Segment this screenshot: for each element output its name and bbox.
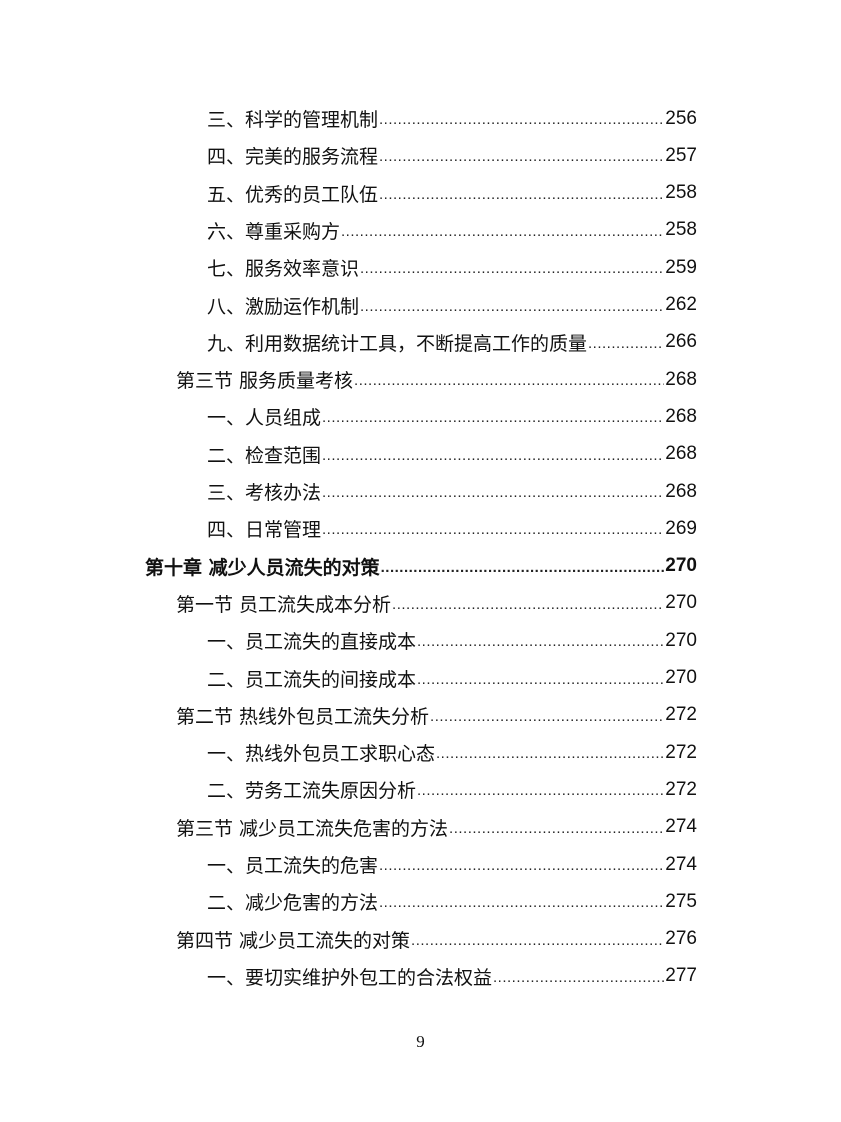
- toc-title: 五、优秀的员工队伍: [207, 183, 379, 206]
- dot-leader: [588, 335, 664, 361]
- toc-title: 二、检查范围: [207, 444, 322, 467]
- toc-title: 七、服务效率意识: [207, 258, 360, 281]
- toc-item[interactable]: 四、完美的服务流程 257: [207, 137, 697, 174]
- toc-title: 二、员工流失的间接成本: [207, 668, 417, 691]
- dot-leader: [392, 596, 664, 622]
- toc-item[interactable]: 三、考核办法 268: [207, 473, 697, 510]
- dot-leader: [379, 148, 664, 174]
- toc-page: 277: [665, 965, 697, 987]
- dot-leader: [417, 671, 664, 697]
- dot-leader: [449, 820, 664, 846]
- dot-leader: [341, 223, 664, 249]
- toc-title: 一、人员组成: [207, 407, 322, 430]
- toc-title: 第三节 服务质量考核: [176, 370, 354, 393]
- toc-title: 一、员工流失的危害: [207, 855, 379, 877]
- toc-section[interactable]: 第三节 服务质量考核 268: [176, 361, 697, 398]
- dot-leader: [381, 559, 665, 585]
- toc-page: 272: [665, 704, 697, 726]
- toc-item[interactable]: 五、优秀的员工队伍 258: [207, 175, 697, 212]
- toc-title: 第十章 减少人员流失的对策: [145, 556, 380, 579]
- toc-page: 274: [665, 853, 697, 875]
- toc-item[interactable]: 二、减少危害的方法 275: [207, 883, 697, 920]
- page-number: 9: [416, 1032, 425, 1051]
- toc-title: 二、劳务工流失原因分析: [207, 780, 417, 803]
- toc-section[interactable]: 第二节 热线外包员工流失分析 272: [176, 697, 697, 734]
- toc-item[interactable]: 三、科学的管理机制 256: [207, 100, 697, 137]
- dot-leader: [493, 969, 664, 995]
- toc-item[interactable]: 四、日常管理 269: [207, 510, 697, 547]
- dot-leader: [322, 521, 664, 547]
- toc-title: 第一节 员工流失成本分析: [176, 593, 392, 616]
- toc-title: 四、完美的服务流程: [207, 146, 379, 169]
- toc-section[interactable]: 第三节 减少员工流失危害的方法 274: [176, 809, 697, 846]
- toc-page: 269: [665, 517, 697, 539]
- toc-page: 268: [665, 368, 697, 390]
- toc-page: 257: [665, 144, 697, 166]
- toc-item[interactable]: 二、员工流失的间接成本 270: [207, 660, 697, 697]
- toc-page: 268: [665, 405, 697, 427]
- toc-page: 258: [665, 219, 697, 241]
- dot-leader: [354, 372, 664, 398]
- toc-item[interactable]: 一、员工流失的危害 274: [207, 846, 697, 883]
- toc-title: 第三节 减少员工流失危害的方法: [176, 817, 449, 840]
- dot-leader: [322, 484, 664, 510]
- toc-page: 270: [665, 667, 697, 688]
- dot-leader: [360, 298, 664, 324]
- toc-page: 259: [665, 256, 697, 278]
- toc-page: 268: [665, 443, 697, 465]
- toc-page: 270: [665, 629, 697, 651]
- toc-title: 三、科学的管理机制: [207, 109, 379, 131]
- toc-item[interactable]: 二、劳务工流失原因分析 272: [207, 771, 697, 808]
- toc-page: 258: [665, 182, 697, 204]
- toc-section[interactable]: 第四节 减少员工流失的对策 276: [176, 921, 697, 958]
- toc-page: 268: [665, 480, 697, 502]
- toc-title: 第四节 减少员工流失的对策: [176, 929, 411, 952]
- dot-leader: [322, 409, 664, 435]
- dot-leader: [411, 932, 664, 958]
- dot-leader: [360, 260, 664, 286]
- toc-item[interactable]: 八、激励运作机制 262: [207, 287, 697, 324]
- toc-item[interactable]: 六、尊重采购方 258: [207, 212, 697, 249]
- toc-item[interactable]: 二、检查范围 268: [207, 436, 697, 473]
- toc-title: 九、利用数据统计工具，不断提高工作的质量: [207, 332, 588, 355]
- dot-leader: [417, 782, 664, 808]
- toc-page: 262: [665, 294, 697, 315]
- toc-title: 三、考核办法: [207, 482, 322, 504]
- toc-page: 276: [665, 928, 697, 950]
- toc-item[interactable]: 一、人员组成 268: [207, 398, 697, 435]
- dot-leader: [436, 745, 664, 771]
- toc-title: 一、员工流失的直接成本: [207, 631, 417, 654]
- toc-title: 第二节 热线外包员工流失分析: [176, 705, 430, 728]
- dot-leader: [379, 857, 664, 883]
- toc-item[interactable]: 一、热线外包员工求职心态 272: [207, 734, 697, 771]
- toc-title: 一、要切实维护外包工的合法权益: [207, 966, 493, 989]
- dot-leader: [322, 447, 664, 473]
- toc-page: 272: [665, 778, 697, 800]
- toc-section[interactable]: 第一节 员工流失成本分析 270: [176, 585, 697, 622]
- toc-page: 270: [665, 592, 697, 614]
- toc-title: 八、激励运作机制: [207, 295, 360, 318]
- toc-title: 一、热线外包员工求职心态: [207, 743, 436, 766]
- toc-title: 四、日常管理: [207, 519, 322, 542]
- toc-page: 275: [665, 890, 697, 912]
- toc-item[interactable]: 九、利用数据统计工具，不断提高工作的质量 266: [207, 324, 697, 361]
- toc-page: 266: [665, 331, 697, 353]
- toc-chapter[interactable]: 第十章 减少人员流失的对策 270: [145, 548, 697, 585]
- toc-item[interactable]: 七、服务效率意识 259: [207, 249, 697, 286]
- dot-leader: [430, 708, 664, 734]
- dot-leader: [379, 894, 664, 920]
- dot-leader: [417, 633, 664, 659]
- toc-title: 六、尊重采购方: [207, 220, 341, 243]
- toc-page: 270: [665, 555, 697, 577]
- toc-page: 256: [665, 107, 697, 129]
- toc-item[interactable]: 一、员工流失的直接成本 270: [207, 622, 697, 659]
- dot-leader: [379, 186, 664, 212]
- toc-item[interactable]: 一、要切实维护外包工的合法权益 277: [207, 958, 697, 995]
- toc-page: 272: [665, 741, 697, 763]
- toc-title: 二、减少危害的方法: [207, 892, 379, 915]
- toc-page: 274: [665, 816, 697, 838]
- dot-leader: [379, 111, 664, 137]
